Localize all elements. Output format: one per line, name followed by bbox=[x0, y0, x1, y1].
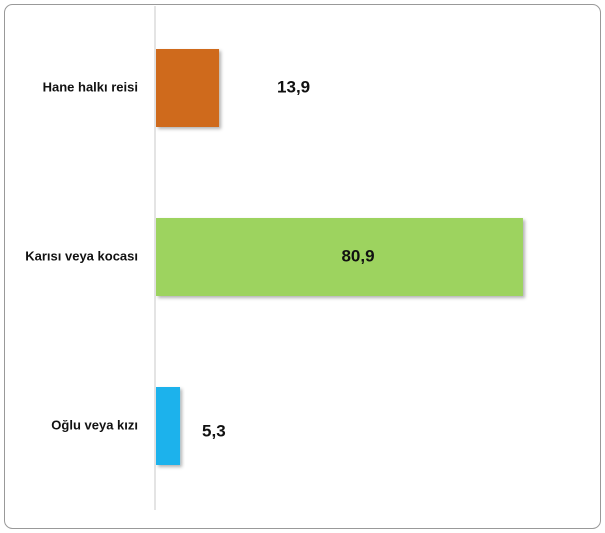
data-label: 5,3 bbox=[202, 421, 226, 440]
bar bbox=[156, 49, 220, 127]
data-label: 13,9 bbox=[277, 77, 310, 96]
data-label: 80,9 bbox=[341, 246, 374, 265]
y-tick-label: Hane halkı reisi bbox=[43, 79, 138, 94]
bar bbox=[156, 218, 523, 296]
y-tick-label: Oğlu veya kızı bbox=[51, 417, 138, 432]
bar bbox=[156, 387, 181, 465]
y-tick-label: Karısı veya kocası bbox=[25, 248, 138, 263]
